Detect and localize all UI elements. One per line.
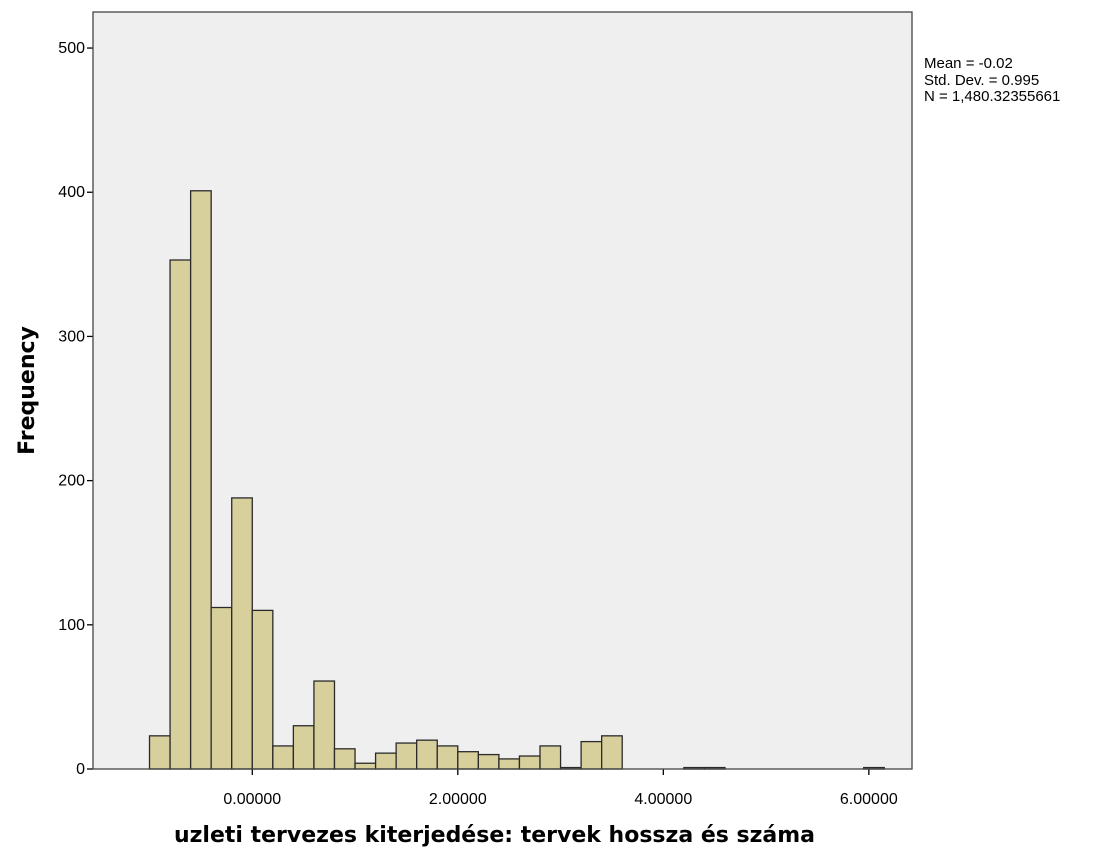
histogram-bar [231,497,253,770]
y-tick-label: 400 [58,184,85,201]
histogram-bar [169,259,192,770]
y-tick-label: 500 [58,40,85,57]
histogram-bar [333,748,356,770]
histogram-bar [601,735,623,770]
x-tick-label: 4.00000 [634,791,692,808]
y-tick-label: 300 [58,328,85,345]
histogram-bar [416,739,438,770]
histogram-bar [313,680,336,770]
x-tick-label: 2.00000 [429,791,487,808]
histogram-bar [518,755,541,770]
stats-mean: Mean = -0.02 [924,55,1013,72]
histogram-bar [395,742,418,770]
histogram-bar [539,745,562,770]
y-tick-label: 200 [58,473,85,490]
histogram-bar [457,751,480,770]
histogram-bar [374,752,397,770]
histogram-bar [292,725,315,770]
histogram-bar [272,745,295,770]
x-axis: 0.00000 2.00000 4.00000 6.00000 [223,769,898,808]
x-tick-label: 6.00000 [840,791,898,808]
histogram-bar [477,753,500,770]
x-axis-label: uzleti tervezes kiterjedése: tervek hoss… [174,823,815,848]
y-axis: 0 100 200 300 400 500 [58,40,93,778]
histogram-bar [148,735,171,770]
y-tick-label: 100 [58,617,85,634]
histogram-bar [189,190,212,770]
stats-n: N = 1,480.32355661 [924,88,1060,105]
x-tick-label: 0.00000 [223,791,281,808]
histogram-bar [354,762,377,770]
y-tick-label: 0 [76,761,85,778]
histogram-bar [436,745,459,770]
plot-frame [92,11,913,770]
histogram-bar [210,606,233,770]
bars-group [148,190,885,770]
histogram-bar [251,609,274,770]
y-axis-label: Frequency [15,326,40,455]
histogram-bar [580,740,603,770]
stats-std-dev: Std. Dev. = 0.995 [924,72,1039,89]
histogram-bar [498,758,521,770]
